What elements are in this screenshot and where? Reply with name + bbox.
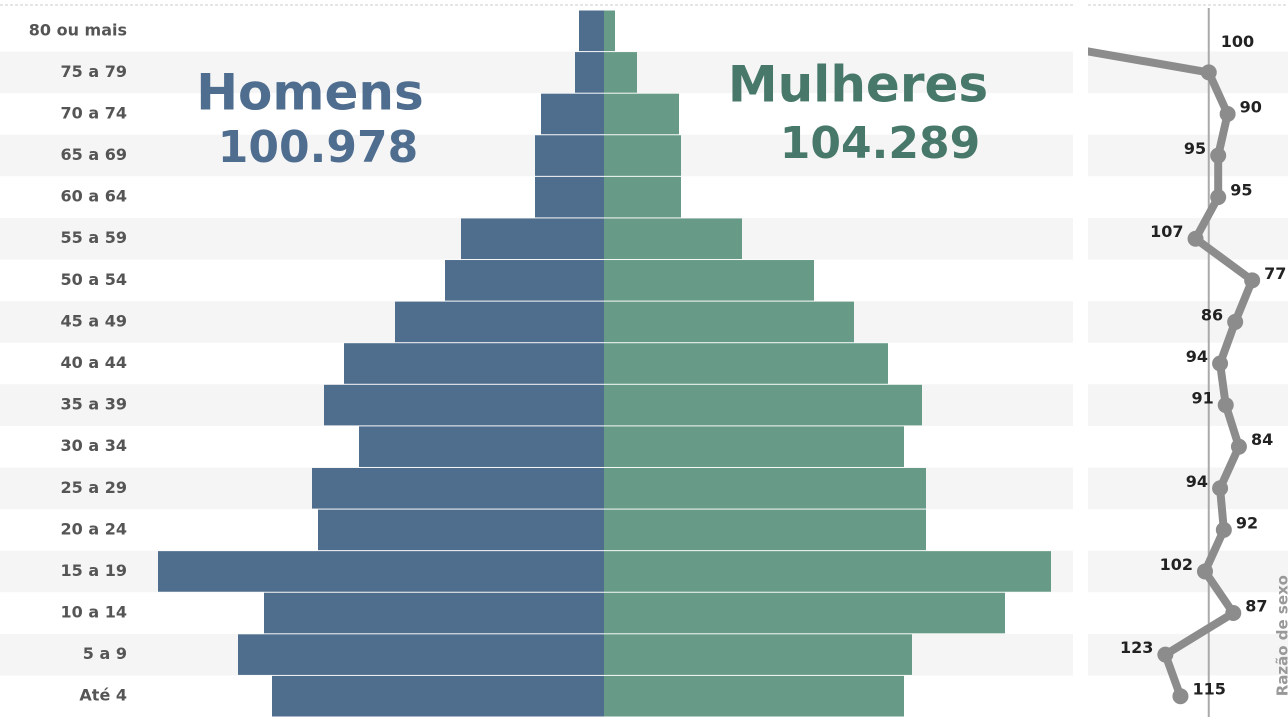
row-band [1088,550,1288,593]
row-band [0,51,1073,94]
category-label: Até 4 [79,686,127,705]
point [1244,272,1261,289]
series-total: 100.978 [218,122,418,173]
bar [445,260,604,301]
point [1212,480,1229,497]
category-label: 20 a 24 [61,519,127,538]
point [1210,147,1227,164]
data-label: 95 [1230,181,1252,200]
category-label: 15 a 19 [61,561,127,580]
category-label: 60 a 64 [61,187,127,206]
data-label: 115 [1192,680,1225,699]
bar [604,384,922,426]
axis-label: Razão de sexo [1274,575,1288,696]
data-label: 87 [1245,597,1267,616]
bar [604,467,926,509]
data-label: 107 [1150,222,1183,241]
category-label: 45 a 49 [61,311,127,330]
row-band [1088,384,1288,426]
bar [604,176,681,218]
bar [604,301,854,343]
series-title: Mulheres [728,56,988,114]
data-label: 102 [1160,555,1193,574]
bar [604,10,615,52]
category-label: 35 a 39 [61,395,127,414]
bar [395,301,604,343]
point [1230,438,1247,455]
category-label: 75 a 79 [61,62,127,81]
point [1187,230,1204,247]
data-label: 94 [1186,472,1208,491]
bar [604,218,742,260]
bar [604,509,926,551]
category-label: 50 a 54 [61,270,127,289]
bar [535,135,604,176]
data-label: 123 [1120,638,1153,657]
bar [604,260,814,301]
bar [264,592,604,634]
category-label: 80 ou mais [29,20,127,39]
category-label: 70 a 74 [61,103,127,122]
point [1210,189,1227,206]
bar [238,634,604,675]
bar [604,634,912,675]
bar [359,426,604,467]
point [1225,605,1242,622]
point [1217,397,1234,414]
bar [604,551,1051,592]
bar [604,675,904,717]
series-total: 104.289 [780,118,980,169]
data-label: 90 [1240,97,1262,116]
point [1196,563,1213,580]
point [1157,646,1174,663]
data-label: 86 [1201,305,1223,324]
category-label: 5 a 9 [83,644,127,663]
bar [344,343,604,384]
bar [312,467,604,509]
point [1172,688,1189,705]
series-title: Homens [196,64,424,122]
point [1227,313,1244,330]
category-label: 30 a 34 [61,436,127,455]
data-label: 91 [1191,389,1213,408]
bar [604,426,904,467]
category-label: 25 a 29 [61,478,127,497]
category-label: 10 a 14 [61,603,127,622]
row-band [1088,467,1288,510]
category-label: 40 a 44 [61,353,127,372]
bar [158,551,604,592]
bar [324,384,604,426]
point [1200,64,1217,81]
category-label: 55 a 59 [61,228,127,247]
bar [535,176,604,218]
bar [604,343,888,384]
point [1215,521,1232,538]
bar [575,52,604,93]
row-band [1088,134,1288,177]
data-label: 227 [924,14,957,33]
data-label: 100 [1221,32,1254,51]
bar [541,93,604,135]
data-label: 84 [1251,430,1273,449]
bar [604,592,1005,634]
data-label: 92 [1236,513,1258,532]
bar [604,52,637,93]
point [961,23,977,39]
bar [272,675,604,717]
row-band [1088,301,1288,343]
bar [579,10,604,52]
category-label: 65 a 69 [61,145,127,164]
bar [604,93,679,135]
point [1219,105,1236,122]
data-label: 95 [1184,139,1206,158]
data-label: 77 [1264,264,1286,283]
bar [318,509,604,551]
bar [604,135,681,176]
bar [461,218,604,260]
data-label: 94 [1186,347,1208,366]
point [1212,355,1229,372]
